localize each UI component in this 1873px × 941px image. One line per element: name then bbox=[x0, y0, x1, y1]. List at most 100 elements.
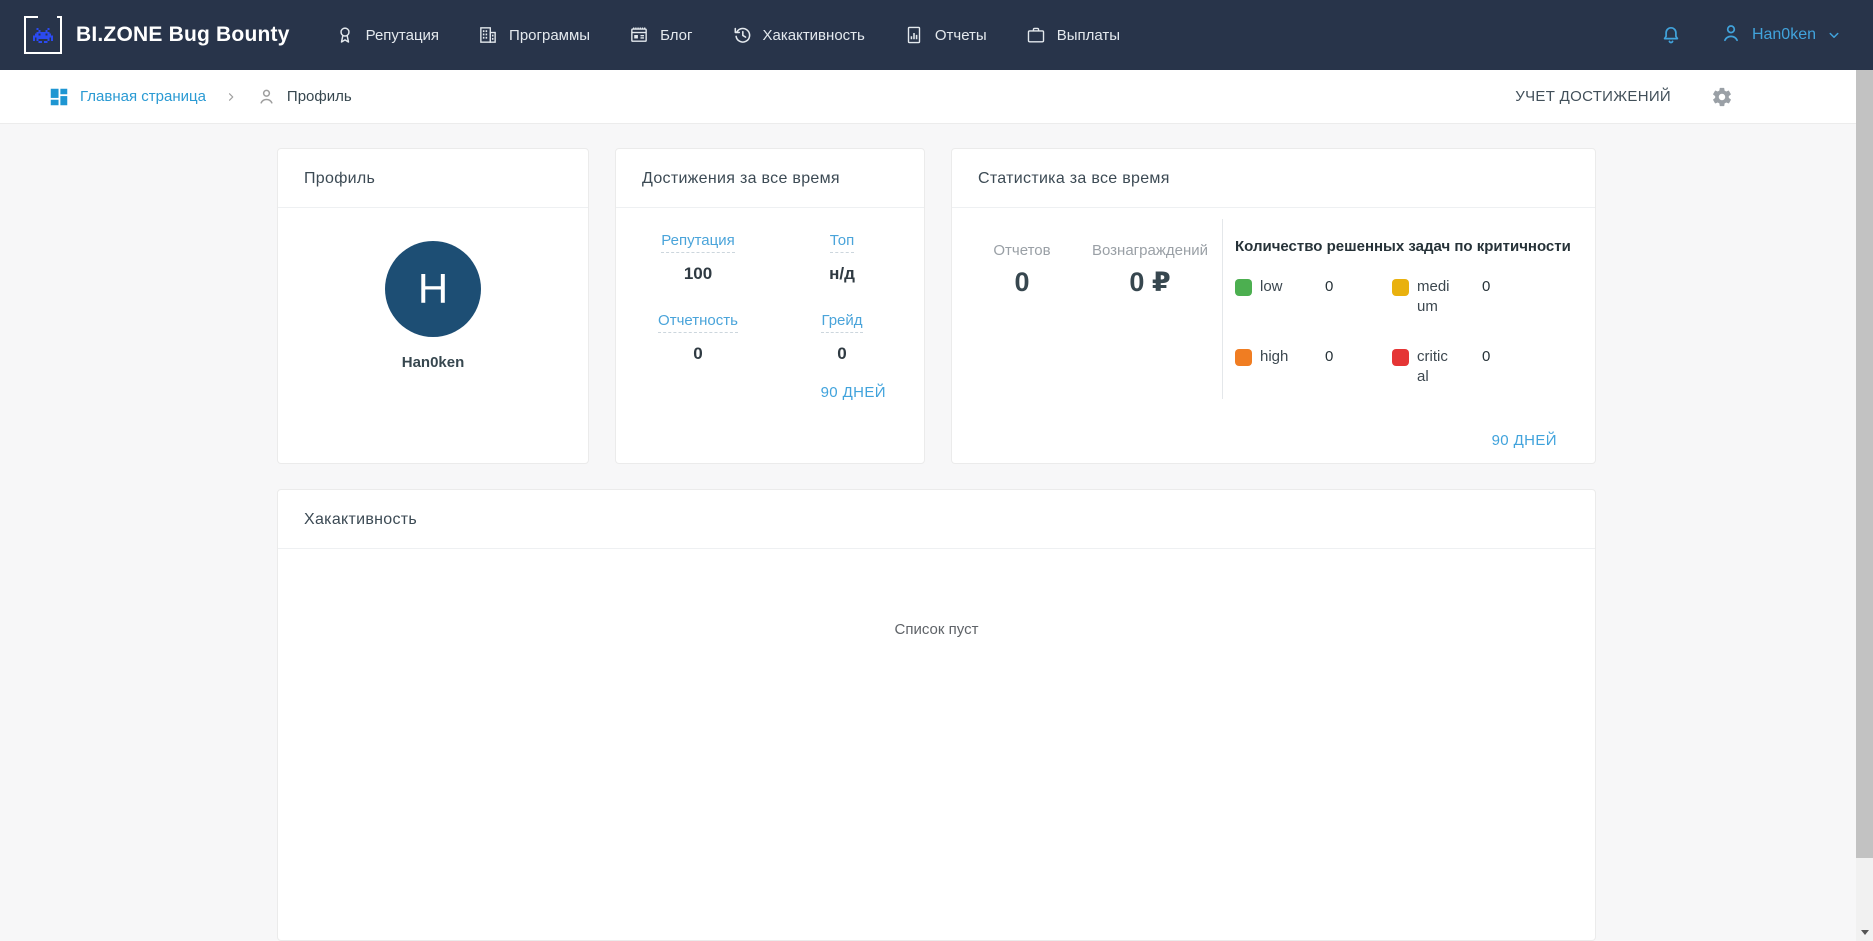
nav-item-label: Блог bbox=[660, 26, 693, 44]
legend-label: medium bbox=[1417, 278, 1450, 315]
low-swatch bbox=[1235, 279, 1252, 296]
medium-swatch bbox=[1392, 279, 1409, 296]
metric-label[interactable]: Репутация bbox=[661, 232, 735, 253]
achievements-90-days-link[interactable]: 90 ДНЕЙ bbox=[820, 384, 886, 401]
profile-card-title: Профиль bbox=[278, 149, 588, 208]
history-icon bbox=[731, 24, 753, 46]
nav-item-label: Хакактивность bbox=[762, 26, 865, 44]
metric-label[interactable]: Отчетность bbox=[658, 312, 738, 333]
nav-item-blog[interactable]: Блог bbox=[628, 24, 693, 46]
counter-value: 0 bbox=[1014, 267, 1030, 297]
legend-count: 0 bbox=[1482, 278, 1491, 295]
top-navbar: BI.ZONE Bug Bounty Репутация bbox=[0, 0, 1873, 70]
achievements-period-row: 90 ДНЕЙ bbox=[616, 384, 924, 402]
counter-value: 0 ₽ bbox=[1129, 267, 1171, 297]
metric-value: 0 bbox=[837, 344, 847, 363]
breadcrumb-home-link[interactable]: Главная страница bbox=[80, 88, 206, 105]
nav-item-programs[interactable]: Программы bbox=[477, 24, 590, 46]
breadcrumb: Главная страница Профиль bbox=[48, 86, 352, 108]
chevron-down-icon bbox=[1825, 26, 1843, 44]
breadcrumb-actions: УЧЕТ ДОСТИЖЕНИЙ bbox=[1515, 86, 1733, 108]
user-name: Han0ken bbox=[1751, 26, 1816, 43]
activity-card: Хакактивность Список пуст bbox=[277, 489, 1596, 941]
breadcrumb-current: Профиль bbox=[286, 88, 352, 105]
avatar: H bbox=[385, 241, 481, 337]
metric-value: н/д bbox=[829, 264, 855, 283]
achievements-card: Достижения за все время Репутация 100 То… bbox=[615, 148, 925, 464]
briefcase-icon bbox=[1025, 24, 1047, 46]
scrollbar-down-arrow[interactable] bbox=[1856, 924, 1873, 941]
dashboard-grid-icon bbox=[48, 86, 70, 108]
counter-label: Вознаграждений bbox=[1091, 242, 1208, 259]
metric-value: 100 bbox=[683, 264, 713, 283]
profile-card: Профиль H Han0ken bbox=[277, 148, 589, 464]
stats-card-title: Статистика за все время bbox=[952, 149, 1595, 208]
stats-card: Статистика за все время Отчетов 0 Вознаг… bbox=[951, 148, 1596, 464]
brand-logo[interactable]: BI.ZONE Bug Bounty bbox=[24, 16, 290, 54]
brand-title: BI.ZONE Bug Bounty bbox=[76, 23, 290, 46]
page-scrollbar[interactable] bbox=[1856, 70, 1873, 941]
legend-label: high bbox=[1260, 348, 1289, 365]
empty-list-message: Список пуст bbox=[894, 621, 979, 638]
critical-swatch bbox=[1392, 349, 1409, 366]
legend-item-medium: medium 0 bbox=[1392, 277, 1549, 317]
legend-item-high: high 0 bbox=[1235, 347, 1392, 387]
legend-count: 0 bbox=[1325, 348, 1334, 365]
metric-label[interactable]: Топ bbox=[829, 232, 855, 253]
severity-legend: low 0 medium 0 high 0 bbox=[1235, 277, 1595, 387]
nav-item-label: Репутация bbox=[365, 26, 440, 44]
legend-label: critical bbox=[1417, 348, 1448, 385]
stats-counters: Отчетов 0 Вознаграждений 0 ₽ bbox=[952, 208, 1214, 463]
counter-label: Отчетов bbox=[993, 242, 1051, 259]
breadcrumb-bar: Главная страница Профиль УЧЕТ ДОСТИЖЕНИЙ bbox=[0, 70, 1873, 124]
main-nav: Репутация Программы bbox=[334, 24, 1120, 46]
user-menu[interactable]: Han0ken bbox=[1719, 21, 1843, 50]
nav-item-label: Отчеты bbox=[934, 26, 987, 44]
blog-icon bbox=[628, 24, 650, 46]
nav-item-label: Выплаты bbox=[1056, 26, 1121, 44]
achievements-grid: Репутация 100 Топ н/д Отчетность 0 Грейд… bbox=[616, 208, 924, 364]
metric-top: Топ н/д bbox=[770, 232, 914, 284]
medal-icon bbox=[334, 24, 356, 46]
nav-item-reputation[interactable]: Репутация bbox=[334, 24, 439, 46]
counter-rewards: Вознаграждений 0 ₽ bbox=[1086, 242, 1214, 463]
legend-count: 0 bbox=[1325, 278, 1334, 295]
report-icon bbox=[903, 24, 925, 46]
severity-section: Количество решенных задач по критичности… bbox=[1223, 208, 1595, 463]
nav-item-hacktivity[interactable]: Хакактивность bbox=[731, 24, 865, 46]
nav-item-payouts[interactable]: Выплаты bbox=[1025, 24, 1120, 46]
profile-username: Han0ken bbox=[401, 354, 465, 371]
notifications-bell-icon[interactable] bbox=[1659, 23, 1683, 47]
cards-row: Профиль H Han0ken Достижения за все врем… bbox=[277, 148, 1596, 464]
bizone-bug-logo-icon bbox=[24, 16, 62, 54]
user-icon bbox=[1719, 21, 1743, 50]
legend-item-critical: critical 0 bbox=[1392, 347, 1549, 387]
profile-person-icon bbox=[256, 86, 277, 107]
activity-card-title: Хакактивность bbox=[278, 490, 1595, 549]
metric-reputation: Репутация 100 bbox=[626, 232, 770, 284]
counter-reports: Отчетов 0 bbox=[958, 242, 1086, 463]
navbar-right: Han0ken bbox=[1659, 21, 1843, 50]
legend-item-low: low 0 bbox=[1235, 277, 1392, 317]
achievements-accounting-button[interactable]: УЧЕТ ДОСТИЖЕНИЙ bbox=[1515, 88, 1671, 105]
achievements-card-title: Достижения за все время bbox=[616, 149, 924, 208]
profile-card-body: H Han0ken bbox=[278, 208, 588, 371]
legend-count: 0 bbox=[1482, 348, 1491, 365]
metric-reporting: Отчетность 0 bbox=[626, 312, 770, 364]
building-icon bbox=[477, 24, 499, 46]
stats-card-body: Отчетов 0 Вознаграждений 0 ₽ Количество … bbox=[952, 208, 1595, 463]
metric-grade: Грейд 0 bbox=[770, 312, 914, 364]
scrollbar-thumb[interactable] bbox=[1856, 70, 1873, 858]
severity-title: Количество решенных задач по критичности bbox=[1235, 238, 1571, 255]
chevron-right-icon bbox=[224, 90, 238, 104]
stats-90-days-link[interactable]: 90 ДНЕЙ bbox=[1491, 432, 1557, 449]
legend-label: low bbox=[1260, 278, 1283, 295]
vertical-divider bbox=[1222, 219, 1223, 399]
high-swatch bbox=[1235, 349, 1252, 366]
metric-label[interactable]: Грейд bbox=[821, 312, 863, 333]
metric-value: 0 bbox=[693, 344, 703, 363]
nav-item-reports[interactable]: Отчеты bbox=[903, 24, 987, 46]
gear-icon[interactable] bbox=[1711, 86, 1733, 108]
main-content: Профиль H Han0ken Достижения за все врем… bbox=[0, 124, 1873, 941]
